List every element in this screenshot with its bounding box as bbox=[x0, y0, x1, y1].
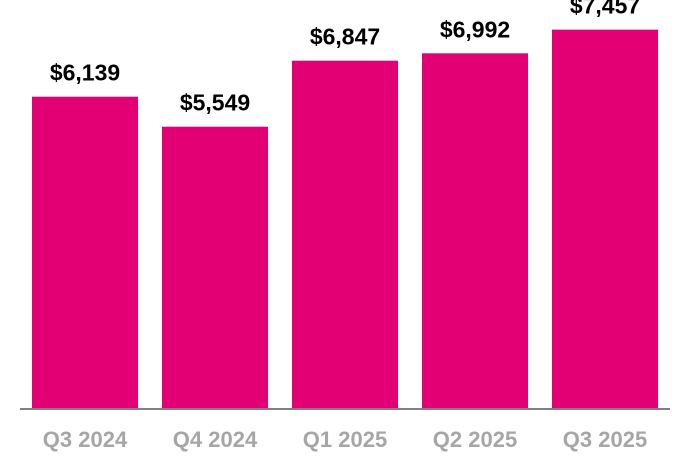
x-tick-label-q2-2025: Q2 2025 bbox=[433, 427, 517, 452]
bar-q4-2024 bbox=[162, 126, 268, 409]
data-label-q4-2024: $5,549 bbox=[180, 90, 250, 116]
bar-q1-2025 bbox=[292, 60, 398, 409]
data-label-q1-2025: $6,847 bbox=[310, 24, 380, 50]
data-label-q3-2025: $7,457 bbox=[570, 0, 640, 19]
bars-layer bbox=[32, 29, 658, 409]
x-tick-label-q3-2025: Q3 2025 bbox=[563, 427, 647, 452]
x-tick-label-q1-2025: Q1 2025 bbox=[303, 427, 387, 452]
value-labels-layer: $6,139 $5,549 $6,847 $6,992 $7,457 bbox=[50, 0, 640, 116]
data-label-q3-2024: $6,139 bbox=[50, 60, 120, 86]
data-label-q2-2025: $6,992 bbox=[440, 16, 510, 42]
bar-q3-2024 bbox=[32, 96, 138, 409]
bar-q3-2025 bbox=[552, 29, 658, 409]
x-tick-label-q4-2024: Q4 2024 bbox=[173, 427, 258, 452]
x-tick-labels-layer: Q3 2024 Q4 2024 Q1 2025 Q2 2025 Q3 2025 bbox=[43, 427, 647, 452]
x-tick-label-q3-2024: Q3 2024 bbox=[43, 427, 128, 452]
bar-q2-2025 bbox=[422, 53, 528, 409]
